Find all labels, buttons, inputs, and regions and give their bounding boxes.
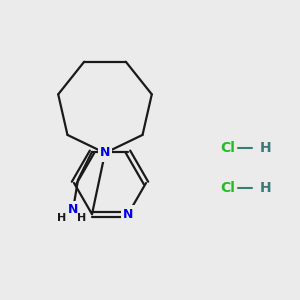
Text: N: N — [68, 203, 78, 216]
Text: Cl: Cl — [220, 141, 235, 155]
Text: H: H — [260, 141, 272, 155]
Text: N: N — [100, 146, 110, 160]
Text: H: H — [57, 213, 67, 223]
Text: N: N — [123, 208, 133, 221]
Text: H: H — [77, 213, 87, 223]
Text: H: H — [260, 181, 272, 195]
Text: Cl: Cl — [220, 181, 235, 195]
